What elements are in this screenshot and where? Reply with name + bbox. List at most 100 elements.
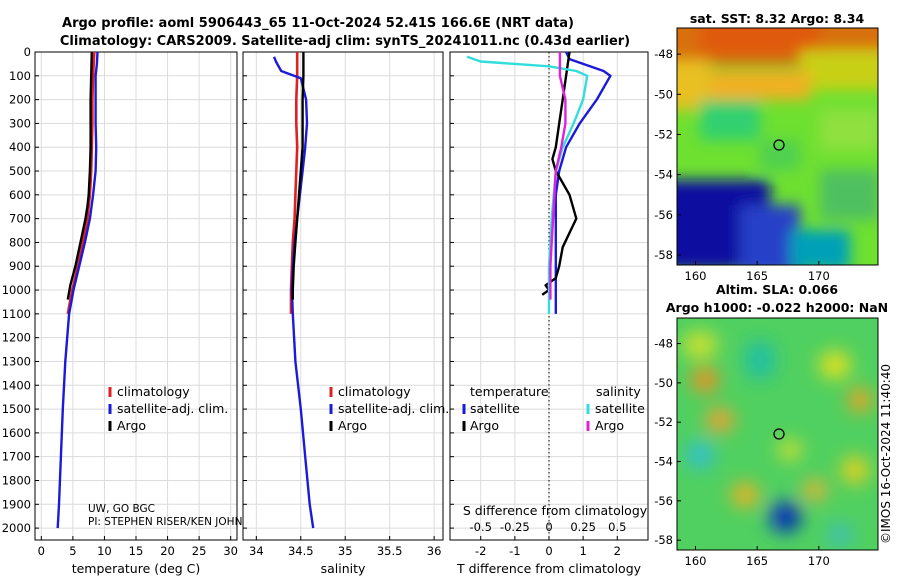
map-y-tick-label: -56 <box>654 494 673 508</box>
y-tick-label: 1400 <box>2 378 31 392</box>
map-y-tick-label: -58 <box>654 248 673 262</box>
sst-map <box>677 28 878 265</box>
legend-label: Argo <box>470 418 499 433</box>
sla-map <box>677 318 878 550</box>
series-line-climatology <box>66 51 96 315</box>
legend-label: satellite <box>470 401 520 416</box>
legend-label: satellite-adj. clim. <box>338 401 449 416</box>
sla-map-frame: 160 165 170 -48 -50 -52 -54 -56 -58 <box>654 317 879 568</box>
map-x-tick-label: 170 <box>808 269 830 283</box>
chart-title-line2: Climatology: CARS2009. Satellite-adj cli… <box>60 34 630 49</box>
credit-line1: UW, GO BGC <box>88 503 155 515</box>
map-y-tick-label: -52 <box>654 127 673 141</box>
y-tick-label: 1300 <box>2 354 31 368</box>
y-tick-label: 1200 <box>2 331 31 345</box>
map-x-tick-label: 160 <box>685 269 707 283</box>
y-tick-label: 1100 <box>2 307 31 321</box>
top-axis-label: S difference from climatology <box>463 503 648 518</box>
series-line-satellite-T <box>554 51 612 314</box>
legend-label: Argo <box>338 418 367 433</box>
legend-label: climatology <box>338 384 411 399</box>
y-tick-label: 900 <box>9 259 31 273</box>
y-tick-label: 1600 <box>2 426 31 440</box>
map-x-tick-label: 165 <box>746 269 768 283</box>
legend-label: Argo <box>117 418 146 433</box>
legend-title-temperature: temperature <box>470 384 549 399</box>
sla-map-subtitle: Argo h1000: -0.022 h2000: NaN <box>666 300 888 315</box>
y-tick-label: 100 <box>9 69 31 83</box>
x-tick-label: 34.5 <box>288 544 314 558</box>
map-y-tick-label: -52 <box>654 415 673 429</box>
x-tick-label: -1 <box>509 544 520 558</box>
map-x-tick-label: 170 <box>808 554 830 568</box>
legend-label: Argo <box>595 418 624 433</box>
series-line-argo-S <box>549 52 567 300</box>
series-line-argo-T <box>541 51 578 296</box>
x-tick-label: 0 <box>38 544 45 558</box>
x-tick-label: 30 <box>223 544 238 558</box>
series-line-satelliteadjclim <box>56 51 99 529</box>
x-tick-label: 10 <box>97 544 112 558</box>
y-tick-label: 300 <box>9 116 31 130</box>
legend-label: satellite-adj. clim. <box>117 401 228 416</box>
plot-frame <box>242 51 444 541</box>
y-tick-label: 200 <box>9 93 31 107</box>
sla-map-title: Altim. SLA: 0.066 <box>716 282 838 297</box>
x-tick-label: 34 <box>249 544 264 558</box>
s-tick-label: 0.5 <box>608 520 626 534</box>
y-tick-label: 500 <box>9 164 31 178</box>
chart-title-line1: Argo profile: aoml 5906443_65 11-Oct-202… <box>62 16 574 31</box>
credit-line2: PI: STEPHEN RISER/KEN JOHN <box>88 516 242 528</box>
y-tick-label: 800 <box>9 235 31 249</box>
legend-title-salinity: salinity <box>596 384 641 399</box>
y-tick-label: 1000 <box>2 283 31 297</box>
x-axis-label: salinity <box>321 561 366 576</box>
difference-panel: -2 -1 0 1 2 T difference from climatology S di… <box>449 51 649 576</box>
y-tick-label: 600 <box>9 188 31 202</box>
x-tick-label: 1 <box>579 544 586 558</box>
x-tick-label: 15 <box>129 544 144 558</box>
x-axis-label: temperature (deg C) <box>72 561 201 576</box>
x-tick-label: -2 <box>475 544 486 558</box>
y-tick-label: 1500 <box>2 402 31 416</box>
legend-label: climatology <box>117 384 190 399</box>
x-tick-label: 35 <box>338 544 353 558</box>
map-y-tick-label: -48 <box>654 47 673 61</box>
y-tick-label: 2000 <box>2 521 31 535</box>
y-tick-label: 700 <box>9 212 31 226</box>
sst-map-frame: 160 165 170 -48 -50 -52 -54 -56 -58 <box>654 27 879 283</box>
x-tick-label: 35.5 <box>377 544 403 558</box>
x-tick-label: 2 <box>614 544 621 558</box>
s-tick-label: 0 <box>545 520 552 534</box>
map-y-tick-label: -56 <box>654 208 673 222</box>
temperature-panel: 0100200300400500600700800900100011001200… <box>2 45 238 576</box>
x-tick-label: 0 <box>545 544 552 558</box>
s-tick-label: 0.25 <box>570 520 596 534</box>
x-tick-label: 5 <box>69 544 76 558</box>
argo-position-marker-sst <box>773 139 785 151</box>
x-tick-label: 25 <box>192 544 207 558</box>
series-line-argo <box>291 52 305 300</box>
series-line-satellite-S <box>466 55 589 314</box>
map-y-tick-label: -48 <box>654 337 673 351</box>
salinity-panel: 34 34.5 35 35.5 36 salinity climatology satelli… <box>242 51 449 576</box>
y-tick-label: 1800 <box>2 473 31 487</box>
map-y-tick-label: -50 <box>654 87 673 101</box>
map-x-tick-label: 160 <box>685 554 707 568</box>
y-tick-label: 0 <box>24 45 31 59</box>
watermark: ©IMOS 16-Oct-2024 11:40:40 <box>879 364 893 544</box>
map-x-tick-label: 165 <box>746 554 768 568</box>
x-tick-label: 36 <box>427 544 442 558</box>
legend-label: satellite <box>595 401 645 416</box>
map-y-tick-label: -54 <box>654 168 673 182</box>
argo-position-marker-sla <box>773 428 785 440</box>
y-tick-label: 1700 <box>2 450 31 464</box>
sst-map-title: sat. SST: 8.32 Argo: 8.34 <box>690 11 865 26</box>
map-y-tick-label: -50 <box>654 376 673 390</box>
map-y-tick-label: -54 <box>654 455 673 469</box>
s-tick-label: -0.25 <box>500 520 530 534</box>
y-tick-label: 1900 <box>2 497 31 511</box>
y-tick-label: 400 <box>9 140 31 154</box>
series-line-argo <box>66 51 93 300</box>
